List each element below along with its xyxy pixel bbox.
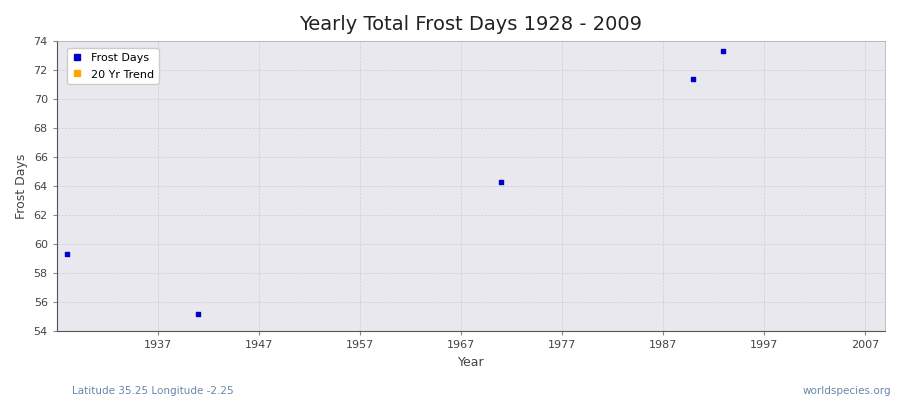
Text: worldspecies.org: worldspecies.org <box>803 386 891 396</box>
Point <box>59 251 74 258</box>
Y-axis label: Frost Days: Frost Days <box>15 154 28 219</box>
Legend: Frost Days, 20 Yr Trend: Frost Days, 20 Yr Trend <box>67 48 158 84</box>
Point <box>494 179 508 185</box>
Point <box>191 311 205 317</box>
X-axis label: Year: Year <box>457 356 484 369</box>
Title: Yearly Total Frost Days 1928 - 2009: Yearly Total Frost Days 1928 - 2009 <box>300 15 643 34</box>
Text: Latitude 35.25 Longitude -2.25: Latitude 35.25 Longitude -2.25 <box>72 386 234 396</box>
Point <box>686 76 700 82</box>
Point <box>716 48 731 54</box>
